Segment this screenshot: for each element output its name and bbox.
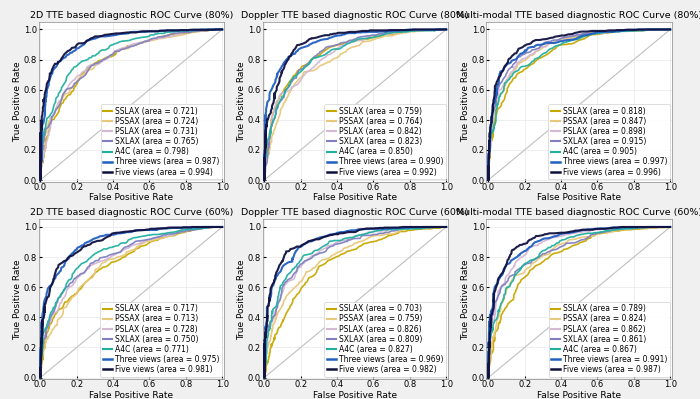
Legend: SSLAX (area = 0.789), PSSAX (area = 0.824), PSLAX (area = 0.862), SXLAX (area = : SSLAX (area = 0.789), PSSAX (area = 0.82… <box>549 302 670 377</box>
Title: 2D TTE based diagnostic ROC Curve (80%): 2D TTE based diagnostic ROC Curve (80%) <box>29 11 233 20</box>
Y-axis label: True Positive Rate: True Positive Rate <box>13 259 22 340</box>
Legend: SSLAX (area = 0.703), PSSAX (area = 0.759), PSLAX (area = 0.826), SXLAX (area = : SSLAX (area = 0.703), PSSAX (area = 0.75… <box>324 302 446 377</box>
Y-axis label: True Positive Rate: True Positive Rate <box>237 259 246 340</box>
Title: 2D TTE based diagnostic ROC Curve (60%): 2D TTE based diagnostic ROC Curve (60%) <box>29 208 233 217</box>
Title: Doppler TTE based diagnostic ROC Curve (60%): Doppler TTE based diagnostic ROC Curve (… <box>241 208 469 217</box>
X-axis label: False Positive Rate: False Positive Rate <box>313 194 398 202</box>
Y-axis label: True Positive Rate: True Positive Rate <box>237 61 246 142</box>
X-axis label: False Positive Rate: False Positive Rate <box>313 391 398 399</box>
Legend: SSLAX (area = 0.818), PSSAX (area = 0.847), PSLAX (area = 0.898), SXLAX (area = : SSLAX (area = 0.818), PSSAX (area = 0.84… <box>548 104 670 179</box>
X-axis label: False Positive Rate: False Positive Rate <box>89 391 174 399</box>
Y-axis label: True Positive Rate: True Positive Rate <box>461 259 470 340</box>
Legend: SSLAX (area = 0.721), PSSAX (area = 0.724), PSLAX (area = 0.731), SXLAX (area = : SSLAX (area = 0.721), PSSAX (area = 0.72… <box>101 104 222 179</box>
X-axis label: False Positive Rate: False Positive Rate <box>537 391 622 399</box>
Legend: SSLAX (area = 0.759), PSSAX (area = 0.764), PSLAX (area = 0.842), SXLAX (area = : SSLAX (area = 0.759), PSSAX (area = 0.76… <box>324 104 446 179</box>
Legend: SSLAX (area = 0.717), PSSAX (area = 0.713), PSLAX (area = 0.728), SXLAX (area = : SSLAX (area = 0.717), PSSAX (area = 0.71… <box>100 302 222 377</box>
Title: Multi-modal TTE based diagnostic ROC Curve (60%): Multi-modal TTE based diagnostic ROC Cur… <box>456 208 700 217</box>
X-axis label: False Positive Rate: False Positive Rate <box>537 194 622 202</box>
Title: Multi-modal TTE based diagnostic ROC Curve (80%): Multi-modal TTE based diagnostic ROC Cur… <box>456 11 700 20</box>
Title: Doppler TTE based diagnostic ROC Curve (80%): Doppler TTE based diagnostic ROC Curve (… <box>241 11 469 20</box>
Y-axis label: True Positive Rate: True Positive Rate <box>461 61 470 142</box>
X-axis label: False Positive Rate: False Positive Rate <box>89 194 174 202</box>
Y-axis label: True Positive Rate: True Positive Rate <box>13 61 22 142</box>
